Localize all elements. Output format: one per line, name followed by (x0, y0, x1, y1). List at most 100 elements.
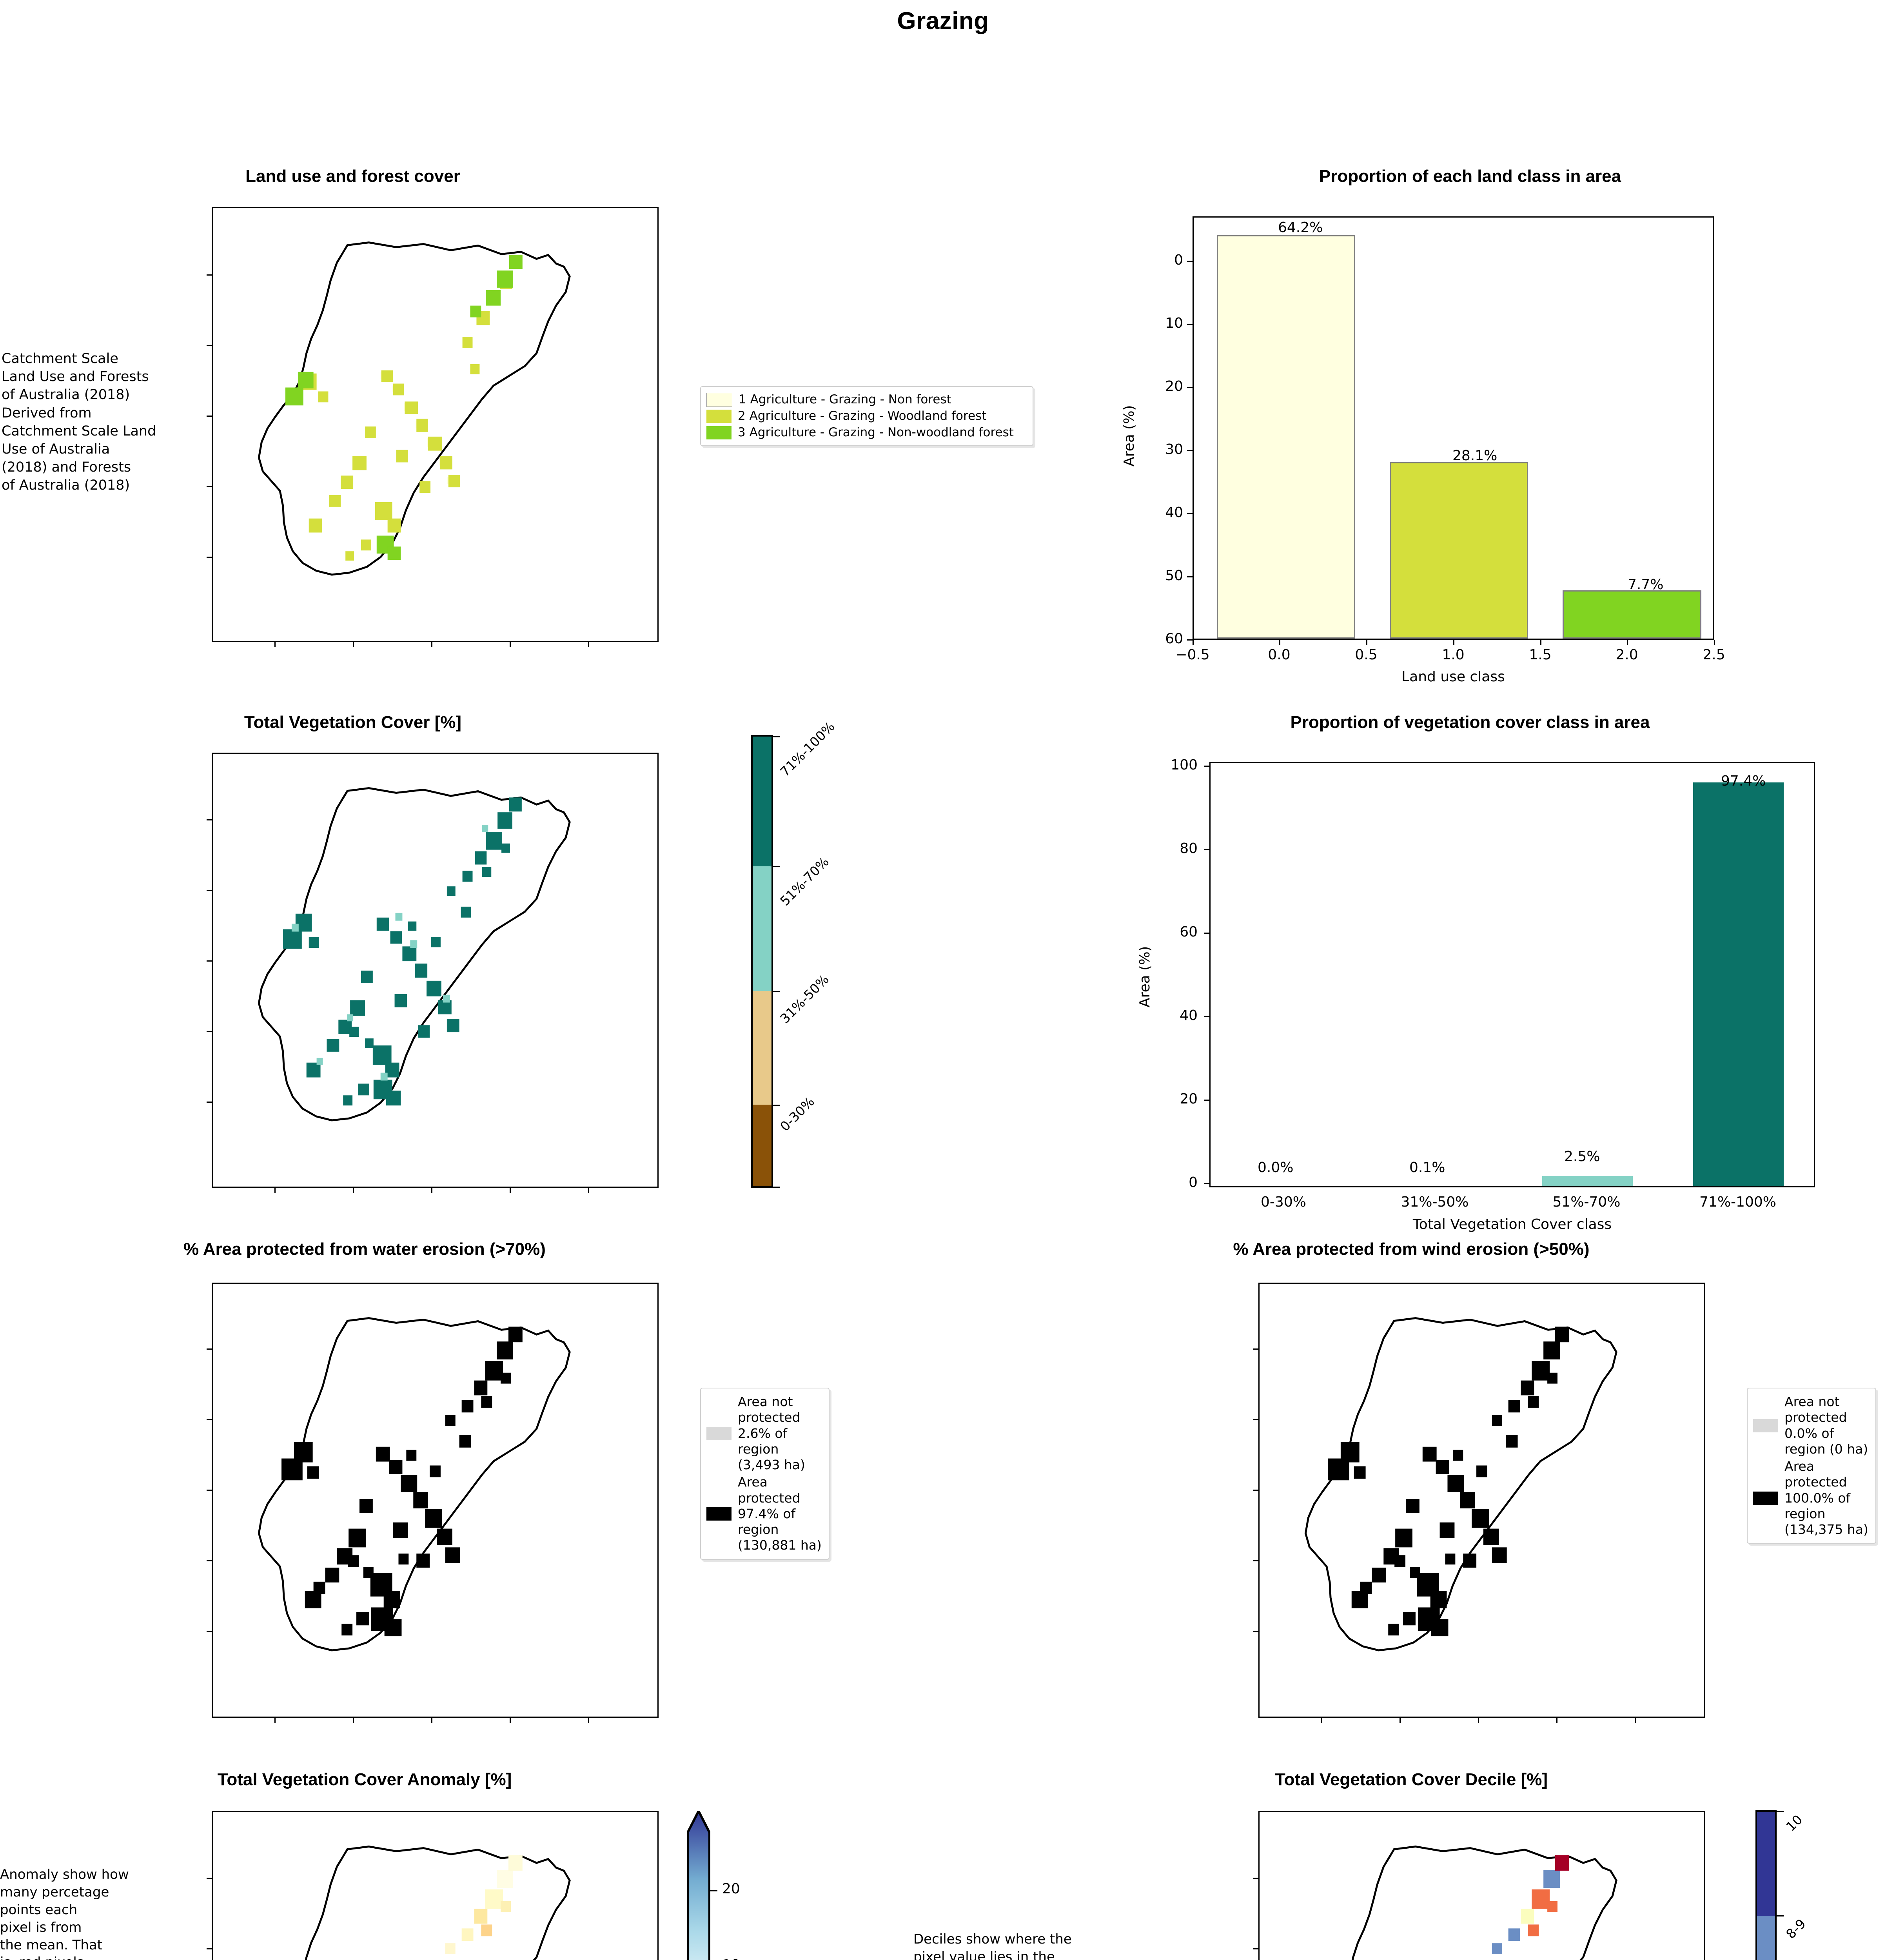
veg-class-chart-title: Proportion of vegetation cover class in … (1290, 713, 1650, 732)
water-erosion-panel-title: % Area protected from water erosion (>70… (183, 1240, 546, 1259)
land-use-map-axes[interactable] (212, 207, 659, 642)
bar-value-label: 64.2% (1278, 220, 1323, 236)
y-tick-label: 30 (1165, 441, 1183, 457)
colorbar-tick-label: 20 (722, 1881, 740, 1897)
anomaly-colorbar-graphic (686, 1808, 711, 1960)
water-erosion-legend[interactable]: Area not protected 2.6% of region (3,493… (700, 1388, 830, 1560)
bar-woodland-forest[interactable] (1390, 462, 1528, 639)
veg-cover-colorbar[interactable] (751, 735, 773, 1188)
legend-item: Area not protected 0.0% of region (0 ha) (1753, 1394, 1870, 1457)
y-tick-label: 50 (1165, 568, 1183, 584)
bar-71-100[interactable] (1693, 782, 1784, 1186)
legend-label: 3 Agriculture - Grazing - Non-woodland f… (738, 425, 1014, 439)
anomaly-panel-title: Total Vegetation Cover Anomaly [%] (217, 1770, 512, 1789)
y-tick-label: 10 (1165, 315, 1183, 331)
y-tick-label: 20 (1165, 378, 1183, 394)
veg-cover-map-axes[interactable] (212, 753, 659, 1188)
anomaly-caption: Anomaly show how many percetage points e… (0, 1867, 129, 1960)
colorbar-tick-label: 31%-50% (777, 971, 832, 1027)
veg-class-chart-xlabel: Total Vegetation Cover class (1412, 1216, 1612, 1232)
colorbar-segment-51-70 (753, 866, 771, 991)
land-class-bar-chart[interactable] (1193, 216, 1714, 640)
legend-label: 2 Agriculture - Grazing - Woodland fores… (738, 408, 987, 423)
colorbar-segment-31-50 (753, 991, 771, 1105)
legend-swatch-area-protected (1753, 1491, 1778, 1505)
x-tick-label: 1.0 (1442, 647, 1465, 663)
legend-label: Area not protected 2.6% of region (3,493… (738, 1394, 805, 1472)
veg-cover-map-graphic (258, 787, 571, 1122)
bar-non-woodland-forest[interactable] (1563, 590, 1701, 639)
colorbar-tick-label: 10 (722, 1957, 740, 1960)
veg-class-bar-chart[interactable] (1209, 762, 1815, 1187)
bar-value-label: 0.1% (1409, 1160, 1445, 1176)
land-class-chart-ylabel: Area (%) (1121, 405, 1137, 466)
bar-51-70[interactable] (1542, 1176, 1633, 1186)
legend-item: 1 Agriculture - Grazing - Non forest (706, 392, 1027, 407)
legend-swatch-area-not-protected (706, 1426, 732, 1440)
anomaly-map-graphic (305, 1846, 571, 1960)
bar-value-label: 2.5% (1564, 1149, 1600, 1165)
legend-swatch-non-forest (706, 392, 732, 407)
colorbar-tick-label: 10 (1783, 1812, 1806, 1835)
land-use-legend[interactable]: 1 Agriculture - Grazing - Non forest 2 A… (700, 386, 1033, 446)
colorbar-segment-10 (1757, 1812, 1775, 1916)
wind-erosion-map-axes[interactable] (1258, 1283, 1705, 1718)
veg-cover-panel-title: Total Vegetation Cover [%] (244, 713, 462, 732)
y-tick-label: 80 (1180, 840, 1198, 857)
colorbar-tick-label: 8-9 (1783, 1916, 1809, 1942)
legend-item: Area protected 100.0% of region (134,375… (1753, 1459, 1870, 1537)
anomaly-map-axes[interactable] (212, 1811, 659, 1960)
veg-class-chart-ylabel: Area (%) (1137, 946, 1153, 1007)
land-use-panel-title: Land use and forest cover (245, 167, 460, 186)
y-tick-label: 60 (1165, 631, 1183, 647)
y-tick-label: 40 (1165, 505, 1183, 521)
legend-swatch-area-protected (706, 1507, 732, 1521)
x-tick-label: 51%-70% (1552, 1194, 1621, 1210)
y-tick-label: 60 (1180, 924, 1198, 940)
water-erosion-map-graphic (258, 1317, 571, 1651)
x-tick-label: 0.5 (1355, 647, 1378, 663)
x-tick-label: 2.0 (1616, 647, 1638, 663)
bar-value-label: 0.0% (1258, 1160, 1294, 1176)
decile-panel-title: Total Vegetation Cover Decile [%] (1274, 1770, 1548, 1789)
y-tick-label: 100 (1171, 757, 1198, 773)
anomaly-colorbar[interactable] (686, 1808, 711, 1960)
x-tick-label: 71%-100% (1699, 1194, 1776, 1210)
bar-value-label: 7.7% (1628, 577, 1664, 593)
x-tick-label: 0-30% (1261, 1194, 1306, 1210)
decile-map-graphic (1351, 1846, 1617, 1960)
land-class-chart-title: Proportion of each land class in area (1319, 167, 1621, 186)
bar-value-label: 97.4% (1721, 773, 1766, 789)
legend-swatch-area-not-protected (1753, 1419, 1778, 1432)
x-tick-label: 0.0 (1268, 647, 1291, 663)
bar-value-label: 28.1% (1452, 448, 1498, 464)
legend-item: Area protected 97.4% of region (130,881 … (706, 1474, 823, 1553)
decile-map-axes[interactable] (1258, 1811, 1705, 1960)
legend-item: 2 Agriculture - Grazing - Woodland fores… (706, 409, 1027, 424)
y-tick-label: 0 (1189, 1174, 1198, 1191)
legend-label: Area not protected 0.0% of region (0 ha) (1784, 1394, 1868, 1457)
colorbar-tick-label: 0-30% (777, 1094, 817, 1134)
legend-label: Area protected 97.4% of region (130,881 … (738, 1474, 822, 1553)
y-tick-label: 0 (1174, 252, 1183, 268)
water-erosion-map-axes[interactable] (212, 1283, 659, 1718)
land-use-caption: Catchment Scale Land Use and Forests of … (2, 351, 156, 494)
x-tick-label: 2.5 (1703, 647, 1725, 663)
y-tick-label: 20 (1180, 1091, 1198, 1107)
colorbar-segment-71-100 (753, 737, 771, 867)
decile-caption: Deciles show where the pixel value lies … (913, 1931, 1072, 1960)
legend-label: 1 Agriculture - Grazing - Non forest (739, 392, 951, 407)
land-class-chart-xlabel: Land use class (1401, 669, 1505, 685)
legend-item: Area not protected 2.6% of region (3,493… (706, 1394, 823, 1473)
wind-erosion-legend[interactable]: Area not protected 0.0% of region (0 ha)… (1747, 1388, 1876, 1544)
x-tick-label: −0.5 (1175, 647, 1210, 663)
colorbar-tick-label: 51%-70% (777, 854, 832, 909)
decile-colorbar[interactable] (1755, 1810, 1777, 1960)
colorbar-segment-8-9 (1757, 1915, 1775, 1960)
y-tick-label: 40 (1180, 1007, 1198, 1024)
wind-erosion-panel-title: % Area protected from wind erosion (>50%… (1233, 1240, 1590, 1259)
legend-label: Area protected 100.0% of region (134,375… (1784, 1459, 1868, 1537)
bar-non-forest[interactable] (1216, 235, 1355, 639)
land-use-map-graphic (258, 241, 571, 576)
colorbar-segment-0-30 (753, 1105, 771, 1186)
